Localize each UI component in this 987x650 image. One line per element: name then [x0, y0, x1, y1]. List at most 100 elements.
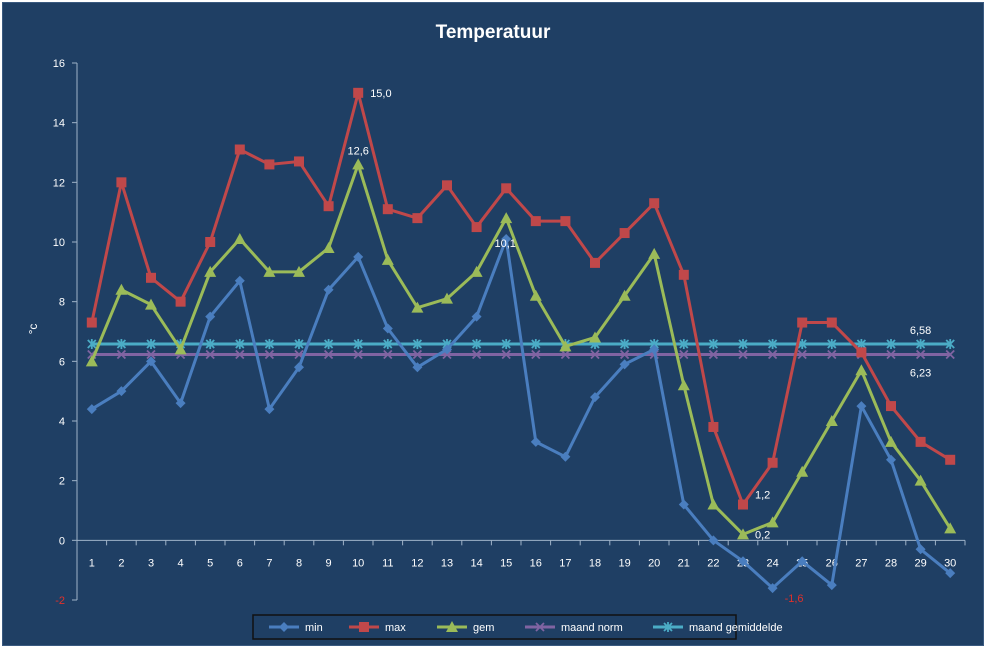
x-tick-label: 24: [766, 557, 778, 569]
series-layer: [85, 87, 957, 594]
chart-title: Temperatuur: [436, 22, 551, 43]
data-point-max: [205, 237, 216, 247]
series-min: [86, 234, 956, 594]
data-point-max: [471, 222, 482, 233]
x-tick-label: 3: [148, 557, 154, 569]
data-point-maand-gemiddelde: [738, 339, 748, 350]
data-point-maand-gemiddelde: [767, 339, 778, 350]
data-point-maand-norm: [264, 349, 275, 360]
data-point-maand-gemiddelde: [412, 339, 423, 350]
y-tick-label: 4: [59, 416, 65, 428]
data-point-min: [915, 544, 926, 555]
data-point-maand-gemiddelde: [679, 339, 689, 350]
data-point-gem: [559, 340, 572, 352]
data-point-max: [294, 156, 304, 167]
data-point-gem: [204, 265, 217, 277]
data-point-gem: [529, 289, 542, 301]
legend-marker: [535, 622, 545, 632]
data-point-max: [767, 457, 778, 468]
data-point-min: [205, 311, 216, 322]
data-point-max: [826, 317, 837, 328]
x-tick-label: 18: [589, 557, 601, 569]
data-point-min: [323, 284, 334, 295]
data-point-max: [264, 159, 275, 170]
data-point-maand-gemiddelde: [501, 339, 511, 350]
data-point-max: [708, 421, 719, 432]
data-point-maand-gemiddelde: [827, 339, 837, 350]
data-point-maand-norm: [915, 349, 926, 360]
x-tick-label: 10: [352, 557, 364, 569]
data-point-gem: [145, 298, 157, 310]
data-point-max: [146, 272, 156, 283]
x-tick-label: 5: [207, 557, 213, 569]
data-point-max: [175, 296, 186, 307]
x-tick-label: 27: [855, 557, 867, 569]
data-point-maand-norm: [738, 349, 748, 360]
data-point-gem: [233, 233, 246, 245]
data-point-maand-gemiddelde: [531, 339, 541, 350]
legend-label: maand norm: [561, 622, 623, 634]
data-point-gem: [737, 528, 749, 540]
data-point-max: [382, 204, 393, 215]
data-point-min: [530, 436, 541, 447]
x-tick-label: 13: [441, 557, 453, 569]
data-point-min: [353, 251, 364, 262]
data-point-max: [945, 454, 956, 465]
y-tick-label: 10: [53, 237, 65, 249]
data-point-maand-norm: [383, 349, 393, 360]
x-tick-label: 20: [648, 557, 660, 569]
x-tick-label: 14: [470, 557, 482, 569]
data-point-min: [86, 404, 97, 415]
y-axis-label: °c: [26, 324, 40, 335]
data-point-min: [234, 275, 245, 286]
x-tick-label: 16: [530, 557, 542, 569]
legend-label: maand gemiddelde: [689, 622, 783, 634]
data-point-max: [678, 269, 689, 280]
legend-label: max: [385, 622, 406, 634]
data-point-maand-gemiddelde: [205, 339, 215, 350]
data-point-min: [382, 323, 393, 334]
data-point-maand-norm: [886, 349, 896, 360]
data-point-min: [294, 362, 304, 373]
legend: min max gem maand norm maand gemiddelde: [252, 614, 783, 640]
data-point-min: [501, 234, 512, 245]
data-point-gem: [648, 247, 661, 259]
data-point-min: [264, 404, 275, 415]
data-point-gem: [500, 212, 513, 224]
data-point-maand-norm: [531, 349, 541, 360]
x-tick-label: 21: [678, 557, 690, 569]
legend-item-maand-norm: maand norm: [525, 622, 623, 634]
legend-label: gem: [473, 622, 494, 634]
data-point-gem: [85, 355, 98, 367]
data-point-maand-norm: [412, 349, 423, 360]
x-tick-label: 12: [411, 557, 423, 569]
data-point-gem: [589, 331, 601, 343]
data-label: 12,6: [347, 145, 368, 157]
data-point-gem: [855, 364, 868, 376]
data-point-gem: [174, 343, 187, 355]
data-point-gem: [766, 516, 779, 528]
data-point-gem: [115, 283, 128, 295]
data-point-max: [649, 198, 660, 209]
series-maand-norm: [87, 349, 955, 360]
data-point-min: [175, 398, 186, 409]
y-tick-label: -2: [55, 595, 65, 607]
data-point-maand-gemiddelde: [856, 339, 867, 350]
legend-marker: [663, 622, 673, 632]
data-point-gem: [470, 265, 483, 277]
data-label: 15,0: [370, 88, 391, 100]
y-tick-label: 12: [53, 177, 65, 189]
data-point-maand-norm: [590, 349, 600, 360]
x-tick-label: 15: [500, 557, 512, 569]
data-point-gem: [914, 474, 927, 486]
data-point-maand-norm: [235, 349, 245, 360]
legend-label: min: [305, 622, 323, 634]
data-point-min: [442, 344, 452, 355]
x-tick-label: 11: [382, 557, 393, 569]
data-point-maand-gemiddelde: [353, 339, 363, 350]
x-tick-label: 2: [118, 557, 124, 569]
data-point-min: [560, 451, 571, 462]
data-point-max: [590, 257, 600, 268]
data-point-maand-gemiddelde: [146, 339, 156, 350]
